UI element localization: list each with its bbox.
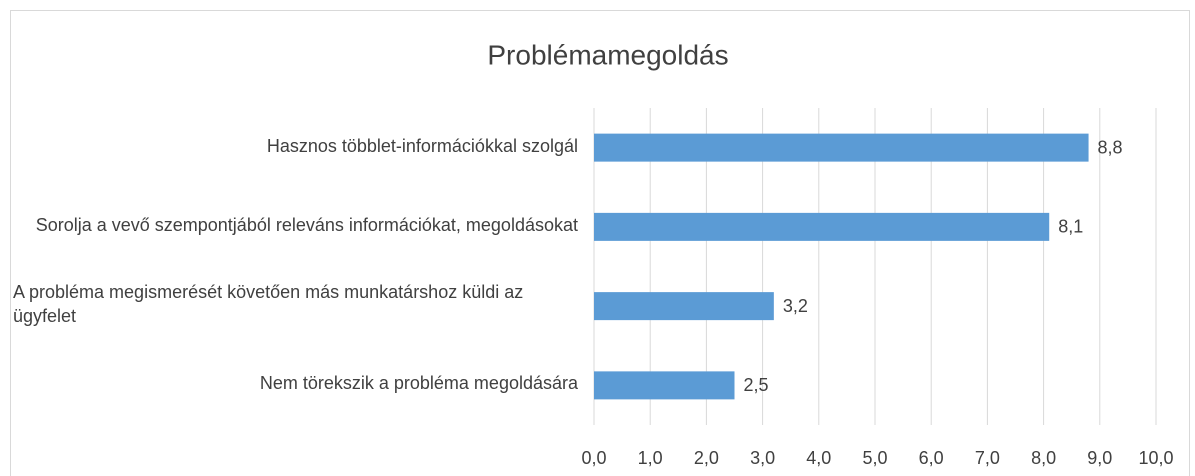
x-tick-label: 3,0 [750, 448, 775, 468]
y-tick-label-box: Sorolja a vevő szempontjából releváns in… [13, 213, 578, 237]
y-tick-label-box: Nem törekszik a probléma megoldására [13, 371, 578, 395]
chart-title: Problémamegoldás [487, 39, 728, 70]
x-tick-label: 0,0 [581, 448, 606, 468]
x-tick-label: 4,0 [806, 448, 831, 468]
x-tick-label: 6,0 [919, 448, 944, 468]
y-tick-label: Hasznos többlet-információkkal szolgál [266, 135, 578, 156]
value-label: 8,8 [1098, 137, 1123, 157]
bar [594, 133, 1089, 162]
x-tick-label: 8,0 [1031, 448, 1056, 468]
value-label: 2,5 [744, 375, 769, 395]
x-tick-label: 1,0 [638, 448, 663, 468]
y-tick-label-box: A probléma megismerését követően más mun… [13, 280, 578, 328]
bar [594, 212, 1050, 241]
x-tick-label: 7,0 [975, 448, 1000, 468]
x-tick-label: 2,0 [694, 448, 719, 468]
y-tick-label-box: Hasznos többlet-információkkal szolgál [13, 134, 578, 158]
value-label: 8,1 [1058, 217, 1083, 237]
chart-border [10, 10, 1190, 476]
bar [594, 292, 774, 321]
y-tick-label: A probléma megismerését követően más mun… [13, 282, 524, 327]
bar [594, 371, 735, 400]
x-tick-label: 5,0 [862, 448, 887, 468]
y-tick-label: Nem törekszik a probléma megoldására [259, 373, 578, 394]
x-tick-label: 10,0 [1138, 448, 1173, 468]
x-tick-label: 9,0 [1087, 448, 1112, 468]
value-label: 3,2 [783, 296, 808, 316]
y-tick-label: Sorolja a vevő szempontjából releváns in… [35, 214, 578, 235]
